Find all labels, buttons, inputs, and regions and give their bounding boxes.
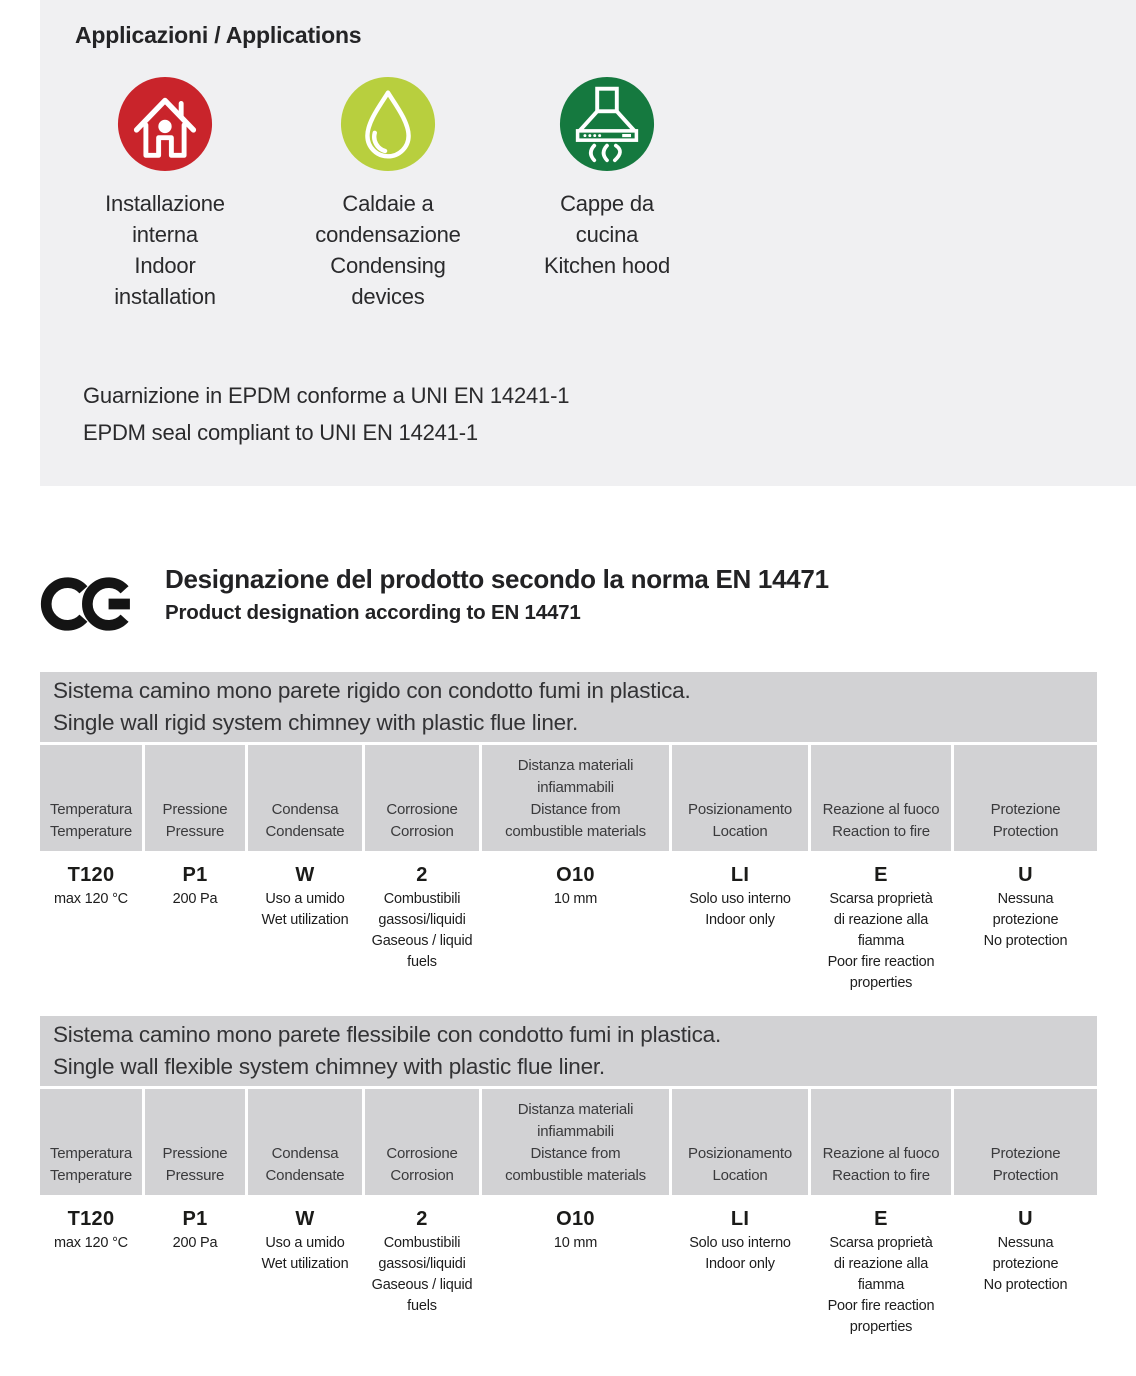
application-item-condensing-devices: Caldaie a condensazione Condensing devic… [280, 75, 496, 312]
application-item-kitchen-hood: Cappe da cucina Kitchen hood [499, 75, 715, 281]
banner-line-italian: Sistema camino mono parete rigido con co… [53, 678, 691, 703]
application-caption: Caldaie a condensazione Condensing devic… [315, 191, 461, 309]
application-caption: Installazione interna Indoor installatio… [105, 191, 225, 309]
banner-line-english: Single wall flexible system chimney with… [53, 1053, 605, 1079]
designation-title-italian: Designazione del prodotto secondo la nor… [165, 564, 829, 594]
column-header-condensate: Condensa Condensate [248, 745, 362, 851]
table-flexible-system: Sistema camino mono parete flessibile co… [40, 1016, 1097, 1338]
table-banner: Sistema camino mono parete rigido con co… [40, 672, 1097, 742]
value-description: max 120 °C [54, 891, 128, 907]
value-description: max 120 °C [54, 1235, 128, 1251]
table-rigid-system: Sistema camino mono parete rigido con co… [40, 672, 1097, 994]
value-description: 10 mm [553, 1235, 598, 1251]
column-header-temperature: Temperatura Temperature [40, 1089, 142, 1195]
applications-panel: Applicazioni / Applications Installazion… [40, 0, 1136, 486]
value-code: 2 [416, 864, 428, 886]
value-description: Nessuna protezione No protection [983, 891, 1068, 949]
value-code: 2 [416, 1208, 428, 1230]
value-description: 200 Pa [172, 1235, 218, 1251]
applications-title: Applicazioni / Applications [75, 22, 362, 48]
value-cell-location: LI Solo uso interno Indoor only [672, 1198, 808, 1338]
seal-note-english: EPDM seal compliant to UNI EN 14241-1 [83, 420, 478, 445]
column-header-location: Posizionamento Location [672, 745, 808, 851]
value-code: T120 [67, 1208, 115, 1230]
value-description: Combustibili gassosi/liquidi Gaseous / l… [371, 1235, 473, 1314]
value-code: E [874, 864, 888, 886]
value-cell-protection: U Nessuna protezione No protection [954, 854, 1097, 994]
value-cell-corrosion: 2 Combustibili gassosi/liquidi Gaseous /… [365, 1198, 479, 1338]
table-values-row: T120 max 120 °C P1 200 Pa W Uso a umido … [40, 1198, 1097, 1338]
table-header-row: Temperatura Temperature Pressione Pressu… [40, 1089, 1097, 1195]
banner-line-italian: Sistema camino mono parete flessibile co… [53, 1022, 721, 1047]
value-cell-pressure: P1 200 Pa [145, 854, 245, 994]
value-cell-pressure: P1 200 Pa [145, 1198, 245, 1338]
value-description: Combustibili gassosi/liquidi Gaseous / l… [371, 891, 473, 970]
value-code: LI [730, 864, 750, 886]
table-header-row: Temperatura Temperature Pressione Pressu… [40, 745, 1097, 851]
banner-line-english: Single wall rigid system chimney with pl… [53, 709, 579, 735]
value-description: 200 Pa [172, 891, 218, 907]
column-header-protection: Protezione Protection [954, 1089, 1097, 1195]
value-cell-protection: U Nessuna protezione No protection [954, 1198, 1097, 1338]
column-header-pressure: Pressione Pressure [145, 1089, 245, 1195]
value-description: 10 mm [553, 891, 598, 907]
value-cell-reaction-to-fire: E Scarsa proprietà di reazione alla fiam… [811, 1198, 951, 1338]
value-code: E [874, 1208, 888, 1230]
water-drop-icon [340, 76, 436, 172]
table-banner: Sistema camino mono parete flessibile co… [40, 1016, 1097, 1086]
column-header-condensate: Condensa Condensate [248, 1089, 362, 1195]
value-code: O10 [556, 1208, 595, 1230]
value-description: Scarsa proprietà di reazione alla fiamma… [827, 891, 935, 991]
column-header-reaction-to-fire: Reazione al fuoco Reaction to fire [811, 745, 951, 851]
column-header-location: Posizionamento Location [672, 1089, 808, 1195]
application-item-indoor-installation: Installazione interna Indoor installatio… [57, 75, 273, 312]
value-cell-location: LI Solo uso interno Indoor only [672, 854, 808, 994]
value-code: W [295, 864, 315, 886]
value-cell-temperature: T120 max 120 °C [40, 854, 142, 994]
application-caption: Cappe da cucina Kitchen hood [543, 191, 671, 278]
column-header-distance: Distanza materiali infiammabili Distance… [482, 1089, 669, 1195]
value-description: Uso a umido Wet utilization [261, 891, 349, 928]
kitchen-hood-icon [559, 76, 655, 172]
table-values-row: T120 max 120 °C P1 200 Pa W Uso a umido … [40, 854, 1097, 994]
column-header-corrosion: Corrosione Corrosion [365, 745, 479, 851]
house-icon [117, 76, 213, 172]
value-cell-temperature: T120 max 120 °C [40, 1198, 142, 1338]
value-code: U [1018, 1208, 1033, 1230]
column-header-pressure: Pressione Pressure [145, 745, 245, 851]
column-header-reaction-to-fire: Reazione al fuoco Reaction to fire [811, 1089, 951, 1195]
value-cell-distance: O10 10 mm [482, 1198, 669, 1338]
value-description: Solo uso interno Indoor only [689, 891, 791, 928]
designation-title-english: Product designation according to EN 1447… [165, 601, 581, 624]
value-cell-corrosion: 2 Combustibili gassosi/liquidi Gaseous /… [365, 854, 479, 994]
value-description: Uso a umido Wet utilization [261, 1235, 349, 1272]
column-header-protection: Protezione Protection [954, 745, 1097, 851]
value-code: P1 [182, 1208, 208, 1230]
value-code: LI [730, 1208, 750, 1230]
column-header-corrosion: Corrosione Corrosion [365, 1089, 479, 1195]
column-header-distance: Distanza materiali infiammabili Distance… [482, 745, 669, 851]
value-description: Nessuna protezione No protection [983, 1235, 1068, 1293]
value-code: O10 [556, 864, 595, 886]
value-description: Scarsa proprietà di reazione alla fiamma… [827, 1235, 935, 1335]
value-description: Solo uso interno Indoor only [689, 1235, 791, 1272]
value-cell-condensate: W Uso a umido Wet utilization [248, 1198, 362, 1338]
value-cell-condensate: W Uso a umido Wet utilization [248, 854, 362, 994]
ce-mark-icon [40, 577, 130, 631]
value-code: P1 [182, 864, 208, 886]
value-cell-reaction-to-fire: E Scarsa proprietà di reazione alla fiam… [811, 854, 951, 994]
value-code: T120 [67, 864, 115, 886]
value-code: U [1018, 864, 1033, 886]
value-cell-distance: O10 10 mm [482, 854, 669, 994]
column-header-temperature: Temperatura Temperature [40, 745, 142, 851]
seal-note-italian: Guarnizione in EPDM conforme a UNI EN 14… [83, 383, 570, 408]
value-code: W [295, 1208, 315, 1230]
